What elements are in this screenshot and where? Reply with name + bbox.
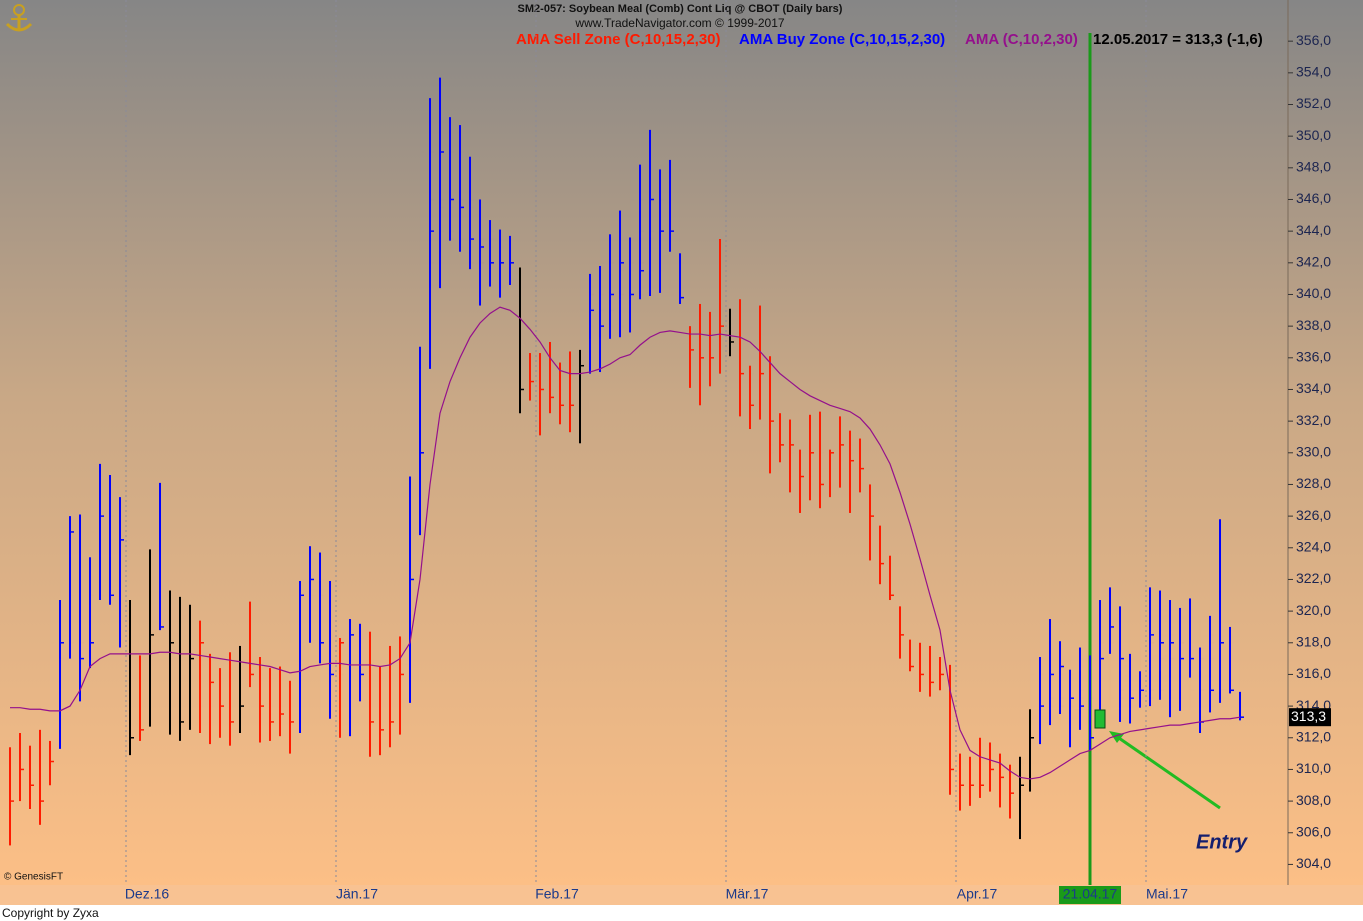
entry-arrow — [1115, 734, 1221, 810]
bars: 313,3 — [9, 77, 1331, 846]
x-axis-strip — [0, 885, 1363, 905]
y-tick-label: 344,0 — [1296, 222, 1331, 238]
y-tick-label: 308,0 — [1296, 792, 1331, 808]
y-tick-label: 306,0 — [1296, 823, 1331, 839]
y-tick-label: 312,0 — [1296, 728, 1331, 744]
x-tick-label: Mai.17 — [1146, 886, 1188, 902]
y-tick-label: 338,0 — [1296, 317, 1331, 333]
y-tick-label: 346,0 — [1296, 190, 1331, 206]
signal-box — [1094, 709, 1106, 729]
signal-date-box — [1059, 886, 1121, 904]
y-tick-label: 354,0 — [1296, 64, 1331, 80]
y-tick-label: 348,0 — [1296, 159, 1331, 175]
x-tick-label: Feb.17 — [535, 886, 579, 902]
entry-annotation: Entry — [1196, 831, 1248, 853]
y-tick-label: 334,0 — [1296, 380, 1331, 396]
y-tick-label: 332,0 — [1296, 412, 1331, 428]
status-text: 12.05.2017 = 313,3 (-1,6) — [1093, 31, 1263, 48]
plot-background — [0, 0, 1363, 885]
y-tick-label: 316,0 — [1296, 665, 1331, 681]
chart-subtitle: www.TradeNavigator.com © 1999-2017 — [574, 16, 784, 30]
x-tick-label: Mär.17 — [726, 886, 769, 902]
y-tick-label: 350,0 — [1296, 127, 1331, 143]
chart-title: SM2-057: Soybean Meal (Comb) Cont Liq @ … — [518, 3, 843, 15]
y-tick-label: 322,0 — [1296, 570, 1331, 586]
last-price-label: 313,3 — [1291, 708, 1326, 724]
legend-entry: AMA (C,10,2,30) — [965, 31, 1078, 48]
legend-entry: AMA Sell Zone (C,10,15,2,30) — [516, 31, 721, 48]
x-tick-label: 21.04.17 — [1063, 886, 1118, 902]
y-tick-label: 326,0 — [1296, 507, 1331, 523]
y-tick-label: 342,0 — [1296, 254, 1331, 270]
y-tick-label: 304,0 — [1296, 855, 1331, 871]
y-tick-label: 324,0 — [1296, 538, 1331, 554]
source-note: © GenesisFT — [4, 872, 63, 883]
x-tick-label: Dez.16 — [125, 886, 170, 902]
logo — [5, 4, 33, 32]
ama-line — [10, 306, 1241, 780]
y-tick-label: 310,0 — [1296, 760, 1331, 776]
y-tick-label: 340,0 — [1296, 285, 1331, 301]
y-tick-label: 336,0 — [1296, 349, 1331, 365]
y-tick-label: 328,0 — [1296, 475, 1331, 491]
copyright: Copyright by Zyxa — [2, 906, 99, 920]
last-price-box — [1289, 708, 1331, 727]
y-tick-label: 330,0 — [1296, 443, 1331, 459]
x-tick-label: Apr.17 — [957, 886, 998, 902]
y-tick-label: 318,0 — [1296, 633, 1331, 649]
y-tick-label: 352,0 — [1296, 95, 1331, 111]
x-tick-label: Jän.17 — [336, 886, 378, 902]
legend-entry: AMA Buy Zone (C,10,15,2,30) — [739, 31, 945, 48]
footer — [0, 905, 1363, 921]
y-tick-label: 320,0 — [1296, 602, 1331, 618]
y-tick-label: 356,0 — [1296, 32, 1331, 48]
